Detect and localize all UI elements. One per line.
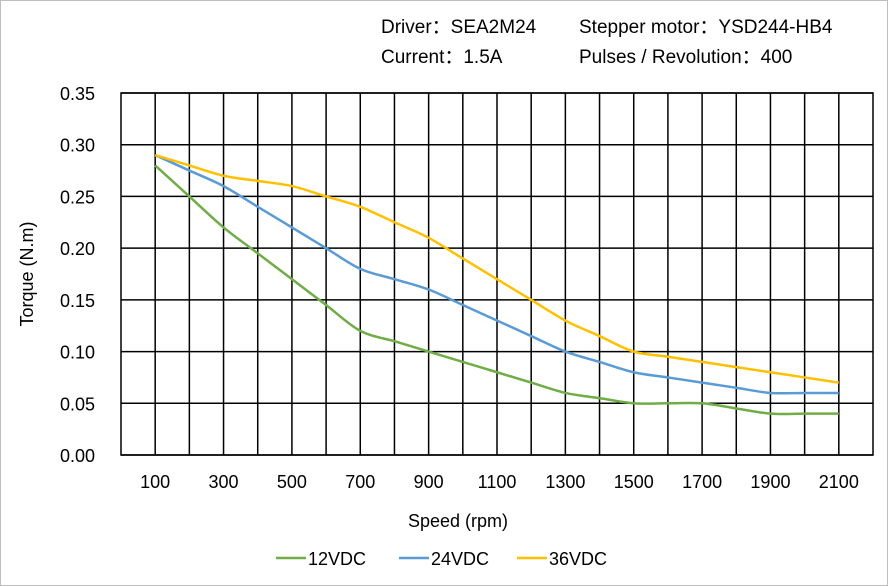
x-tick-label: 1500 xyxy=(614,472,654,492)
legend: 12VDC 24VDC 36VDC xyxy=(276,549,607,569)
legend-label-36vdc: 36VDC xyxy=(549,549,607,569)
x-tick-label: 300 xyxy=(209,472,239,492)
y-tick-label: 0.00 xyxy=(60,446,95,466)
tick-labels: 0.00 0.05 0.10 0.15 0.20 0.25 0.30 0.35 100 300 50… xyxy=(60,84,859,492)
x-tick-label: 1900 xyxy=(750,472,790,492)
y-tick-label: 0.25 xyxy=(60,187,95,207)
header-pulses: Pulses / Revolution：400 xyxy=(579,47,792,68)
legend-label-24vdc: 24VDC xyxy=(431,549,489,569)
x-axis-label: Speed (rpm) xyxy=(408,511,508,531)
legend-label-12vdc: 12VDC xyxy=(308,549,366,569)
series-line-12vdc xyxy=(154,164,839,416)
y-tick-label: 0.15 xyxy=(60,291,95,311)
plot-border xyxy=(120,92,874,456)
x-tick-label: 900 xyxy=(414,472,444,492)
x-tick-label: 500 xyxy=(277,472,307,492)
header-current: Current：1.5A xyxy=(381,47,503,68)
y-tick-label: 0.10 xyxy=(60,343,95,363)
x-tick-label: 2100 xyxy=(819,472,859,492)
series-line-36vdc xyxy=(154,153,840,384)
x-tick-label: 100 xyxy=(140,472,170,492)
x-tick-label: 1700 xyxy=(682,472,722,492)
y-tick-label: 0.35 xyxy=(60,84,95,104)
header-driver: Driver：SEA2M24 xyxy=(381,17,537,38)
x-tick-label: 1100 xyxy=(478,472,517,492)
grid xyxy=(120,92,874,456)
series-lines xyxy=(154,153,840,416)
y-tick-label: 0.05 xyxy=(60,394,95,414)
series-line-24vdc xyxy=(154,153,839,395)
x-tick-label: 700 xyxy=(345,472,375,492)
y-tick-label: 0.20 xyxy=(60,239,95,259)
y-axis-label: Torque (N.m) xyxy=(17,221,37,326)
y-tick-label: 0.30 xyxy=(60,136,95,156)
header-motor: Stepper motor：YSD244-HB4 xyxy=(579,17,833,38)
x-tick-label: 1300 xyxy=(545,472,585,492)
